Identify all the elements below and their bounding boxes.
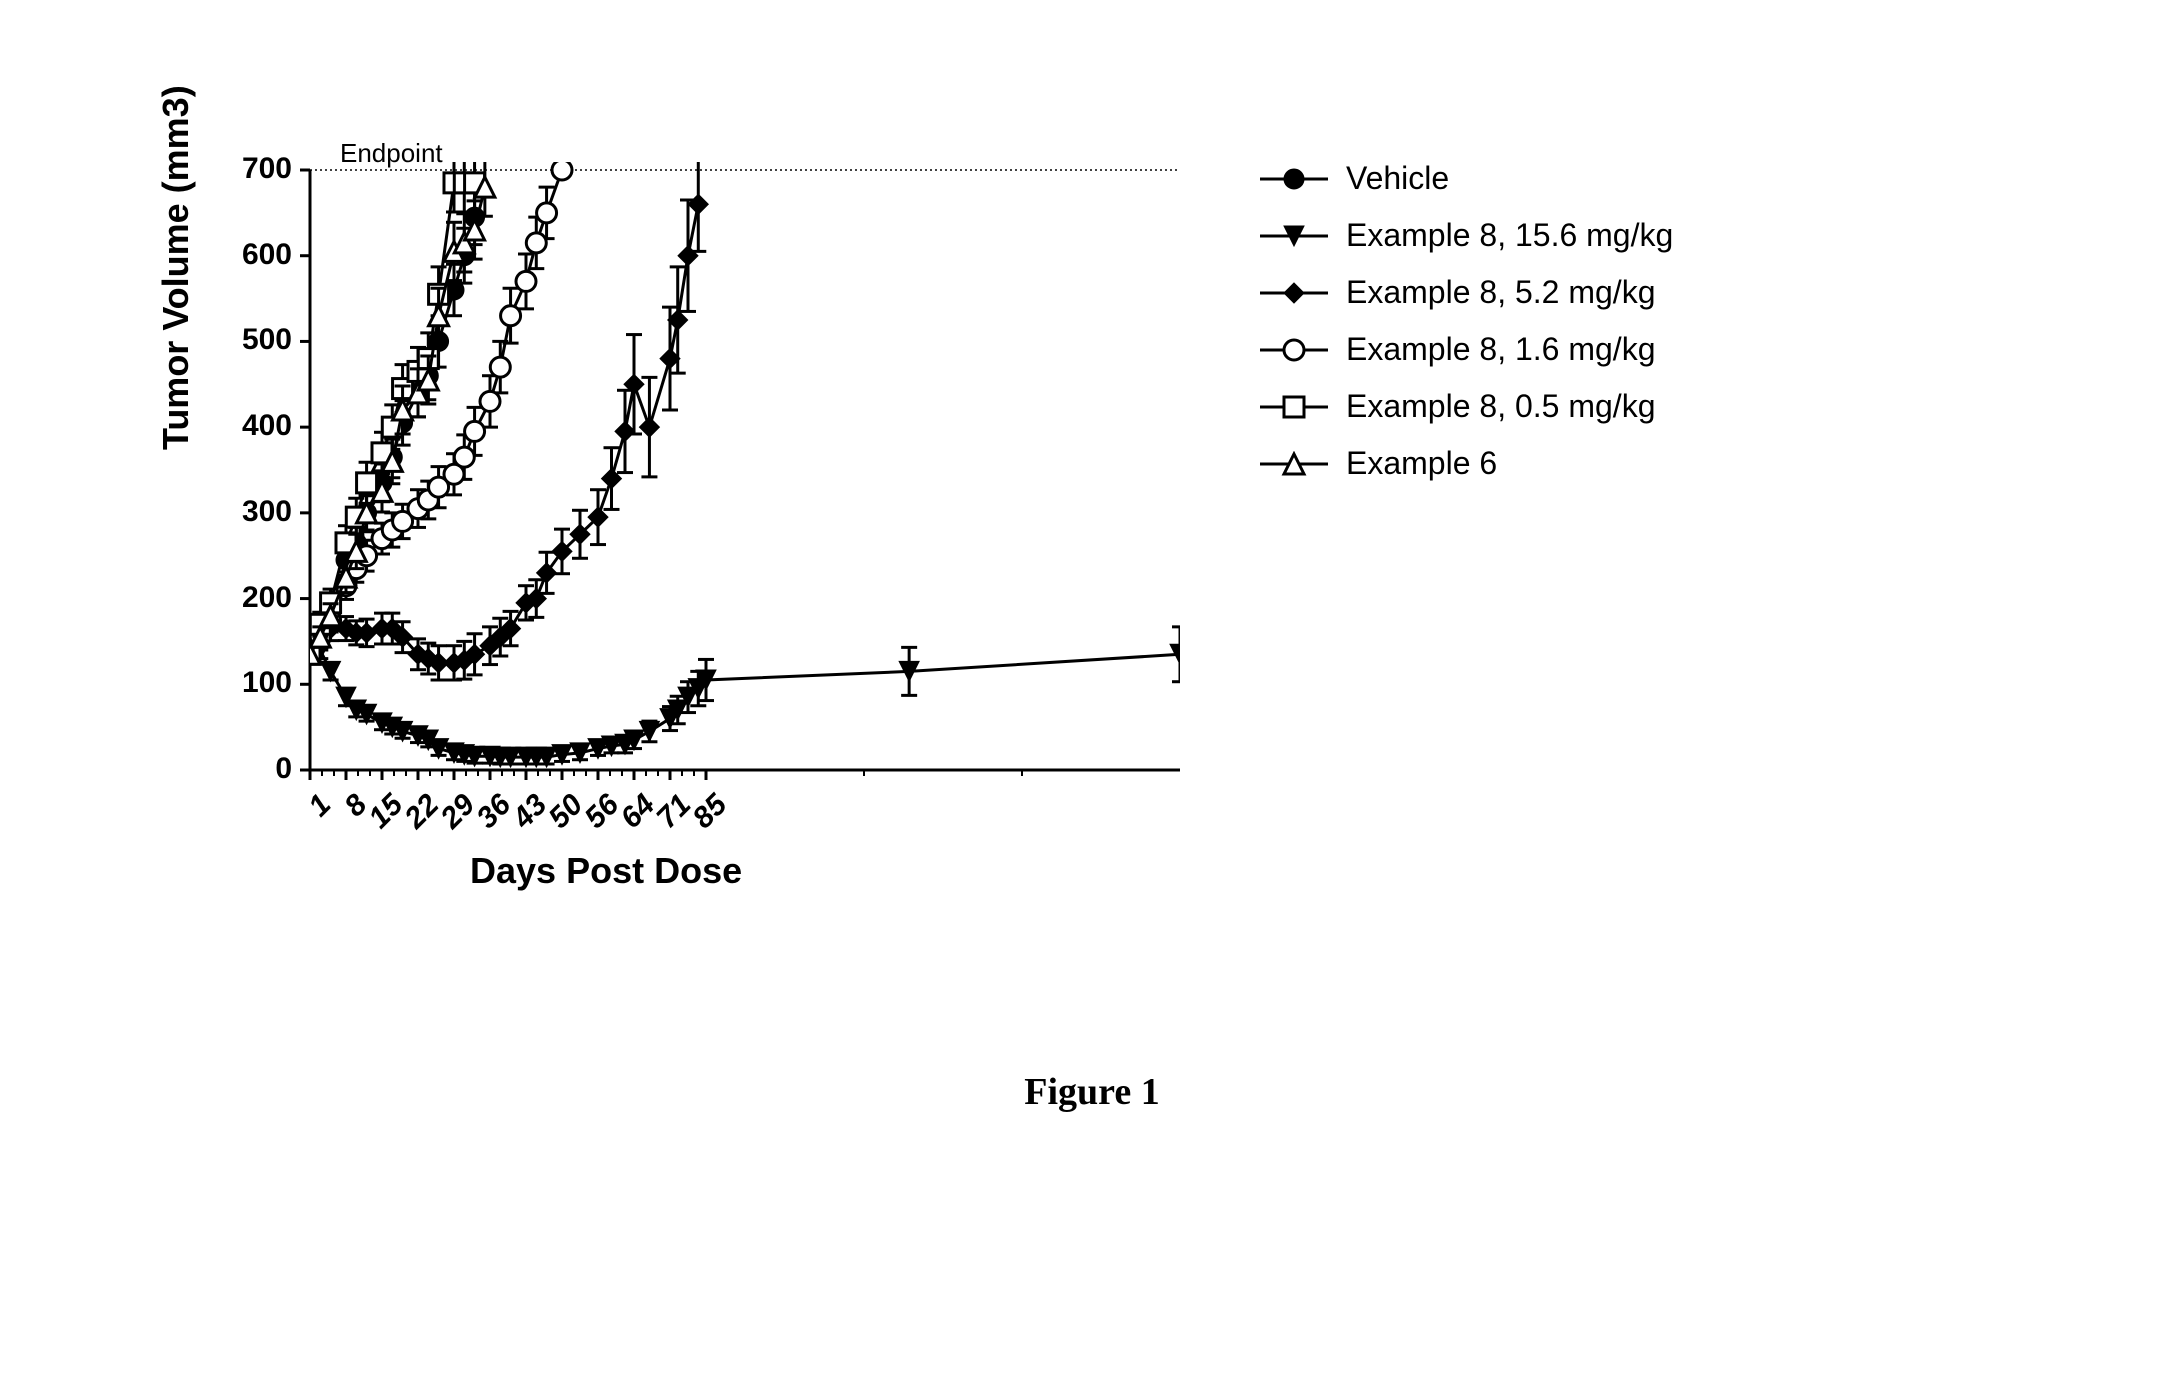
legend-item: Example 8, 5.2 mg/kg <box>1260 274 1673 311</box>
legend-marker-icon <box>1260 394 1328 420</box>
y-tick-label: 500 <box>222 323 292 357</box>
y-tick-label: 300 <box>222 495 292 529</box>
legend-label: Example 8, 0.5 mg/kg <box>1346 388 1655 425</box>
y-tick-label: 400 <box>222 409 292 443</box>
legend-marker-icon <box>1260 451 1328 477</box>
y-tick-label: 100 <box>222 666 292 700</box>
y-tick-label: 600 <box>222 238 292 272</box>
legend-label: Vehicle <box>1346 160 1449 197</box>
chart-svg <box>220 130 1210 840</box>
legend-marker-icon <box>1260 337 1328 363</box>
y-axis-label: Tumor Volume (mm3) <box>155 85 197 450</box>
y-tick-label: 200 <box>222 581 292 615</box>
legend-marker-icon <box>1260 166 1328 192</box>
figure-caption: Figure 1 <box>0 1070 2184 1114</box>
x-axis-label: Days Post Dose <box>470 850 742 892</box>
legend-label: Example 8, 5.2 mg/kg <box>1346 274 1655 311</box>
chart-container <box>220 130 1210 845</box>
legend-item: Example 8, 15.6 mg/kg <box>1260 217 1673 254</box>
page: Tumor Volume (mm3) Days Post Dose Vehicl… <box>0 0 2184 1386</box>
legend-marker-icon <box>1260 223 1328 249</box>
endpoint-annotation: Endpoint <box>340 138 443 169</box>
legend-item: Vehicle <box>1260 160 1673 197</box>
legend: Vehicle Example 8, 15.6 mg/kg Example 8, 5… <box>1260 160 1673 502</box>
y-tick-label: 0 <box>222 752 292 786</box>
legend-marker-icon <box>1260 280 1328 306</box>
legend-label: Example 8, 1.6 mg/kg <box>1346 331 1655 368</box>
y-tick-label: 700 <box>222 152 292 186</box>
legend-item: Example 8, 0.5 mg/kg <box>1260 388 1673 425</box>
legend-item: Example 6 <box>1260 445 1673 482</box>
legend-item: Example 8, 1.6 mg/kg <box>1260 331 1673 368</box>
legend-label: Example 8, 15.6 mg/kg <box>1346 217 1673 254</box>
legend-label: Example 6 <box>1346 445 1497 482</box>
